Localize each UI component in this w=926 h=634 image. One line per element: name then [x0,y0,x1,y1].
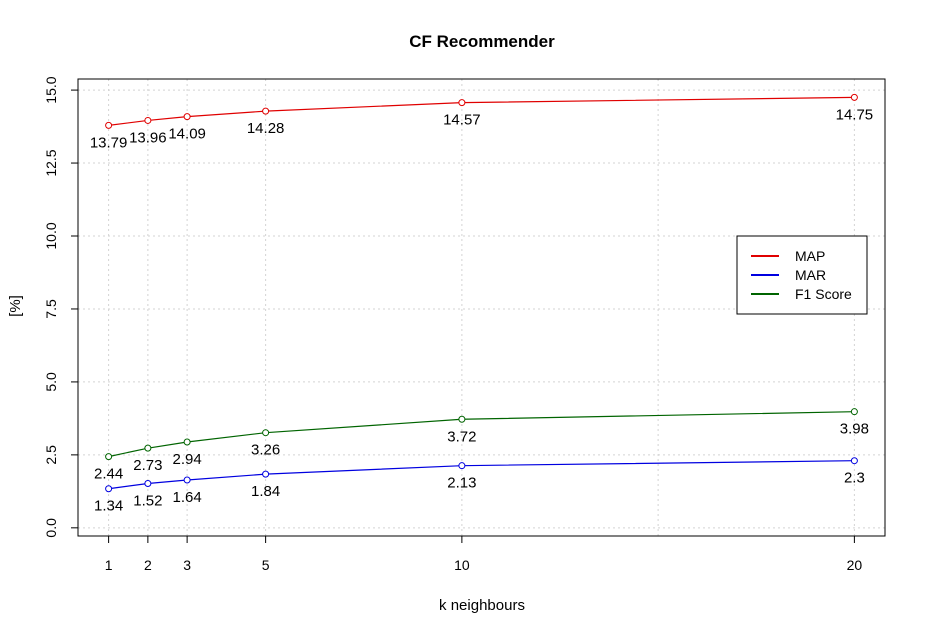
y-tick-label: 15.0 [43,76,59,103]
data-point [850,457,858,465]
x-tick-label: 10 [454,557,470,573]
series-line-f1-score [108,411,855,458]
series-line-mar [108,460,855,490]
legend-entry: MAP [795,248,825,264]
data-label: 2.94 [173,451,202,468]
x-tick-label: 3 [183,557,191,573]
legend-entry: F1 Score [795,286,852,302]
data-point [850,93,858,101]
data-label: 2.44 [94,466,123,483]
data-label: 3.26 [251,442,280,459]
data-point [458,462,466,470]
data-point [183,476,191,484]
data-label: 1.52 [133,492,162,509]
data-point [144,116,152,124]
data-point [105,121,113,129]
y-tick-label: 12.5 [43,149,59,176]
y-tick-label: 0.0 [43,518,59,538]
legend-entry: MAR [795,267,826,283]
x-tick-label: 1 [105,557,113,573]
data-point [144,444,152,452]
data-label: 3.98 [840,421,869,438]
data-label: 14.75 [836,106,874,123]
data-label: 1.84 [251,483,280,500]
data-label: 14.57 [443,112,481,129]
chart-title: CF Recommender [409,32,555,51]
y-tick-label: 2.5 [43,445,59,465]
data-point [458,99,466,107]
data-point [105,453,113,461]
x-tick-label: 2 [144,557,152,573]
data-label: 13.96 [129,129,167,146]
x-tick-label: 5 [262,557,270,573]
data-point [262,429,270,437]
data-point [105,485,113,493]
series-line-map [108,96,855,126]
y-tick-label: 7.5 [43,299,59,319]
data-label: 2.13 [447,475,476,492]
y-axis-label: [%] [7,295,24,317]
y-tick-label: 5.0 [43,372,59,392]
data-label: 2.73 [133,457,162,474]
data-label: 1.64 [173,489,202,506]
x-axis-label: k neighbours [439,597,525,614]
data-point [183,438,191,446]
y-tick-label: 10.0 [43,222,59,249]
axes: 1 2 3 5 10 20 0.0 2.5 5.0 7.5 10.0 12.5 15.0 [43,76,886,573]
data-label: 14.09 [168,126,206,143]
data-label: 14.28 [247,120,285,137]
data-point [183,113,191,121]
data-label: 1.34 [94,498,123,515]
legend: MAP MAR F1 Score [736,235,868,315]
data-label: 3.72 [447,428,476,445]
plot-series: 13.79 13.96 14.09 14.28 14.57 14.75 1.34 1.52 1.… [90,93,874,515]
data-point [262,107,270,115]
data-point [458,415,466,423]
data-point [850,408,858,416]
data-point [262,470,270,478]
data-point [144,479,152,487]
data-label: 2.3 [844,470,865,487]
data-label: 13.79 [90,134,128,151]
x-tick-label: 20 [847,557,863,573]
